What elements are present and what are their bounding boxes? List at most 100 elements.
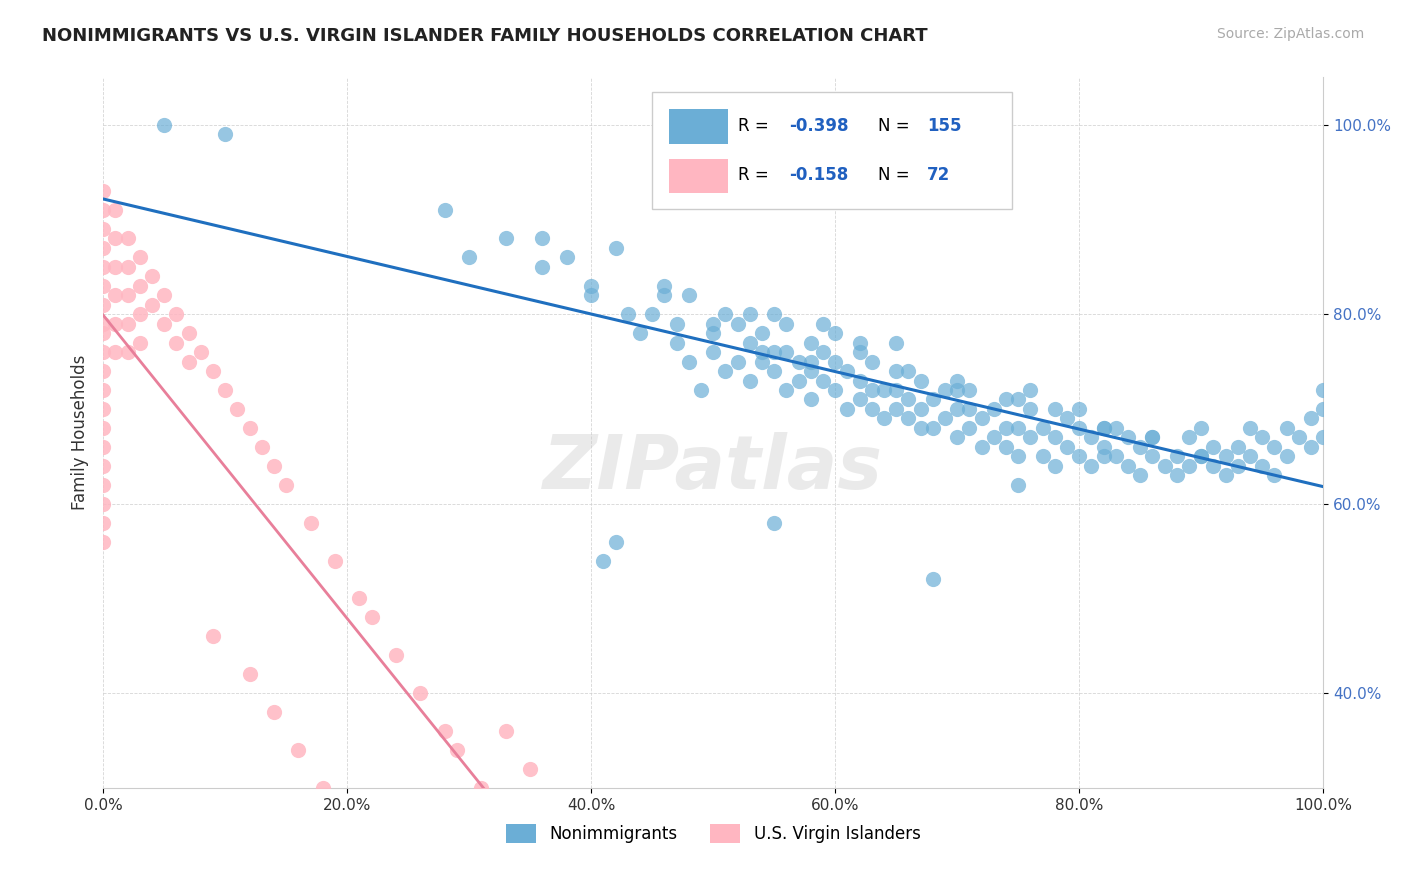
Point: [860, 354, 883, 368]
Point: [983, 430, 1005, 444]
Point: [91, 401, 114, 416]
Point: [91, 534, 114, 549]
Text: 72: 72: [927, 167, 950, 185]
Point: [117, 317, 139, 331]
Point: [349, 819, 371, 833]
Point: [104, 202, 127, 217]
Point: [91, 383, 114, 397]
Point: [1263, 468, 1285, 483]
Point: [934, 383, 956, 397]
Point: [153, 288, 176, 302]
Point: [470, 780, 492, 795]
Point: [91, 184, 114, 198]
Point: [910, 401, 932, 416]
Point: [665, 317, 688, 331]
Point: [1105, 450, 1128, 464]
Point: [1007, 421, 1029, 435]
Point: [226, 401, 249, 416]
Point: [837, 401, 859, 416]
Point: [848, 345, 870, 359]
Point: [763, 516, 786, 530]
Point: [775, 383, 797, 397]
Text: -0.398: -0.398: [789, 117, 848, 135]
Point: [763, 345, 786, 359]
Point: [1056, 440, 1078, 454]
Point: [811, 345, 834, 359]
Point: [201, 364, 224, 378]
Point: [800, 354, 823, 368]
Point: [751, 345, 773, 359]
Point: [751, 326, 773, 341]
Point: [1226, 458, 1249, 473]
Point: [1153, 458, 1175, 473]
Point: [1288, 430, 1310, 444]
Point: [104, 317, 127, 331]
Point: [312, 780, 335, 795]
Point: [946, 374, 969, 388]
Point: [238, 421, 260, 435]
FancyBboxPatch shape: [669, 110, 728, 144]
Point: [738, 307, 761, 321]
Point: [104, 288, 127, 302]
Point: [1007, 477, 1029, 491]
Point: [995, 440, 1018, 454]
Point: [91, 497, 114, 511]
Point: [970, 411, 993, 425]
Point: [1092, 421, 1115, 435]
Point: [605, 241, 627, 255]
Point: [946, 383, 969, 397]
Point: [433, 724, 456, 739]
Point: [1312, 383, 1334, 397]
Point: [702, 345, 724, 359]
Point: [1251, 458, 1274, 473]
Point: [579, 278, 602, 293]
Point: [1129, 468, 1152, 483]
Point: [921, 573, 943, 587]
Point: [1166, 450, 1188, 464]
Point: [775, 345, 797, 359]
Point: [617, 307, 640, 321]
Point: [117, 345, 139, 359]
Point: [884, 335, 907, 350]
Point: [1092, 440, 1115, 454]
Point: [91, 421, 114, 435]
Point: [800, 335, 823, 350]
Point: [678, 354, 700, 368]
Point: [714, 364, 737, 378]
Point: [91, 345, 114, 359]
Point: [1312, 401, 1334, 416]
Point: [1166, 468, 1188, 483]
Point: [1007, 450, 1029, 464]
Point: [263, 458, 285, 473]
Point: [983, 401, 1005, 416]
Point: [409, 686, 432, 700]
Point: [104, 345, 127, 359]
Point: [727, 354, 749, 368]
Point: [897, 411, 920, 425]
Point: [250, 440, 273, 454]
Point: [957, 383, 980, 397]
Point: [555, 251, 578, 265]
Text: ZIPatlas: ZIPatlas: [543, 432, 883, 505]
Point: [1312, 430, 1334, 444]
Point: [263, 705, 285, 719]
Y-axis label: Family Households: Family Households: [72, 355, 89, 510]
Point: [800, 392, 823, 407]
Point: [214, 383, 236, 397]
Point: [800, 364, 823, 378]
Point: [873, 383, 896, 397]
Point: [117, 260, 139, 274]
Point: [1007, 392, 1029, 407]
Point: [104, 231, 127, 245]
Point: [568, 838, 591, 852]
Point: [1142, 450, 1164, 464]
Point: [811, 374, 834, 388]
Point: [1116, 458, 1139, 473]
Point: [117, 231, 139, 245]
Point: [763, 364, 786, 378]
Point: [1019, 401, 1042, 416]
Point: [946, 401, 969, 416]
Text: Source: ZipAtlas.com: Source: ZipAtlas.com: [1216, 27, 1364, 41]
Text: N =: N =: [877, 167, 915, 185]
Point: [91, 222, 114, 236]
